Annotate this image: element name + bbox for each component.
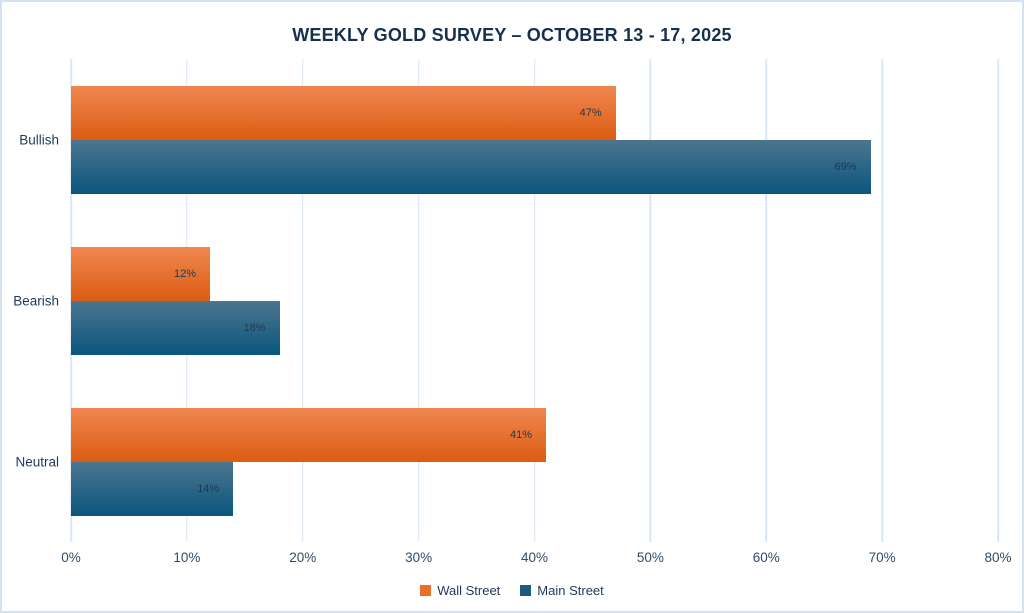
category-label-bearish: Bearish xyxy=(13,293,59,308)
legend: Wall Street Main Street xyxy=(2,583,1022,598)
x-tick-label: 0% xyxy=(61,550,81,565)
legend-item-wall-street: Wall Street xyxy=(420,583,500,598)
x-tick-label: 60% xyxy=(752,550,780,565)
bar-main-street-bearish: 18% xyxy=(71,300,280,355)
x-tick-label: 50% xyxy=(636,550,664,565)
bar-main-street-bullish: 69% xyxy=(71,139,871,194)
legend-swatch-wall-street xyxy=(420,585,432,596)
x-tick-label: 30% xyxy=(405,550,433,565)
legend-item-main-street: Main Street xyxy=(520,583,604,598)
bar-wall-street-bullish: 47% xyxy=(71,85,616,140)
gridline xyxy=(881,59,883,542)
x-tick-label: 20% xyxy=(289,550,317,565)
bar-value-label: 69% xyxy=(834,160,857,173)
gridline xyxy=(765,59,767,542)
x-tick-label: 70% xyxy=(868,550,896,565)
legend-label: Main Street xyxy=(537,583,604,598)
category-label-neutral: Neutral xyxy=(15,454,59,469)
x-tick-label: 40% xyxy=(520,550,549,565)
bar-value-label: 12% xyxy=(174,267,197,280)
x-tick-label: 10% xyxy=(173,550,201,565)
gridline xyxy=(533,59,536,542)
gridline xyxy=(649,59,652,542)
legend-label: Wall Street xyxy=(437,583,501,598)
chart-title: WEEKLY GOLD SURVEY – OCTOBER 13 - 17, 20… xyxy=(292,25,732,45)
x-tick-label: 80% xyxy=(984,550,1012,565)
gridline xyxy=(417,59,420,542)
bar-value-label: 47% xyxy=(579,106,602,119)
bar-value-label: 14% xyxy=(197,482,220,495)
bar-main-street-neutral: 14% xyxy=(71,461,234,516)
legend-swatch-main-street xyxy=(520,585,532,596)
gridline xyxy=(302,59,304,542)
bar-wall-street-bearish: 12% xyxy=(71,246,211,301)
gridline xyxy=(997,59,999,542)
bar-value-label: 18% xyxy=(243,321,266,334)
bar-wall-street-neutral: 41% xyxy=(71,407,547,462)
category-label-bullish: Bullish xyxy=(19,132,59,147)
bar-value-label: 41% xyxy=(510,428,533,441)
plot-area: 47% 69% 12% 18% 41% 14% xyxy=(70,59,999,542)
